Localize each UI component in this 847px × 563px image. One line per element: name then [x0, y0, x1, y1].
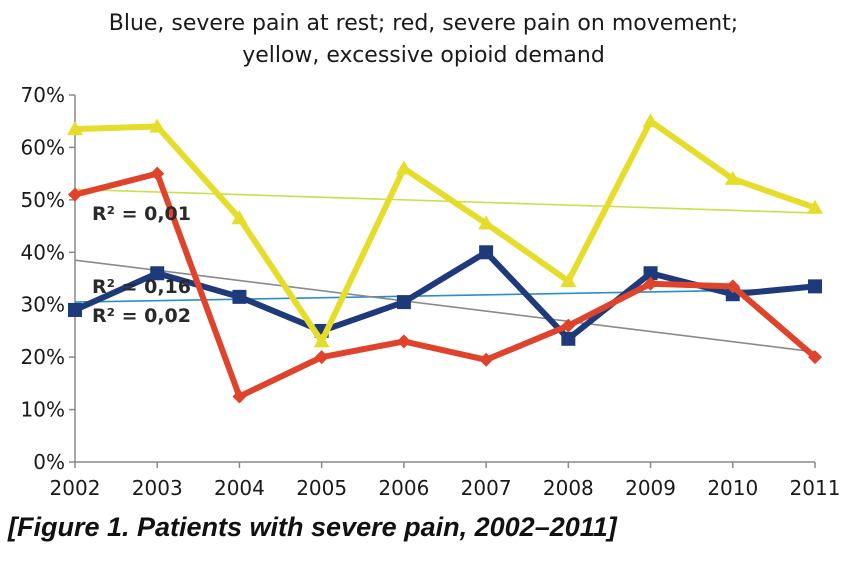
x-tick-label: 2002: [50, 476, 101, 500]
x-tick-label: 2011: [790, 476, 841, 500]
y-tick-label: 50%: [21, 188, 65, 212]
data-point-triangle: [478, 215, 495, 230]
chart-title-line-1: Blue, severe pain at rest; red, severe p…: [108, 11, 739, 36]
series-line: [72, 118, 818, 345]
data-point-square: [643, 266, 658, 281]
x-tick-label: 2004: [214, 476, 265, 500]
y-tick-label: 30%: [21, 293, 65, 317]
data-point-triangle: [642, 113, 659, 128]
data-point-triangle: [560, 273, 577, 288]
x-tick-label: 2010: [707, 476, 758, 500]
data-point-diamond: [68, 187, 82, 202]
data-point-triangle: [67, 121, 83, 136]
data-point-triangle: [724, 170, 741, 185]
data-point-square: [68, 302, 82, 317]
trendline: [74, 259, 816, 353]
data-point-triangle: [313, 333, 330, 348]
data-point-diamond: [643, 276, 658, 291]
x-tick-label: 2003: [132, 476, 183, 500]
chart-title: Blue, severe pain at rest; red, severe p…: [0, 8, 847, 72]
series-line: [72, 170, 818, 400]
x-tick-label: 2006: [378, 476, 429, 500]
data-point-square: [561, 331, 576, 346]
data-point-triangle: [395, 160, 412, 175]
data-point-square: [396, 295, 411, 310]
data-point-diamond: [314, 350, 329, 365]
x-tick-label: 2005: [296, 476, 347, 500]
chart-title-line-2: yellow, excessive opioid demand: [242, 43, 605, 68]
x-tick-label: 2008: [543, 476, 594, 500]
x-tick-label: 2007: [461, 476, 512, 500]
y-tick-label: 70%: [21, 83, 65, 107]
y-tick-label: 0%: [33, 450, 65, 474]
figure-caption: [Figure 1. Patients with severe pain, 20…: [8, 512, 617, 542]
r-squared-annotation: R² = 0,01: [92, 203, 191, 225]
data-point-square: [232, 289, 247, 304]
data-point-diamond: [561, 318, 576, 333]
y-tick-label: 10%: [21, 398, 65, 422]
data-point-square: [479, 245, 494, 260]
data-point-diamond: [232, 389, 247, 404]
data-point-diamond: [725, 279, 740, 294]
y-tick-label: 20%: [21, 345, 65, 369]
data-point-triangle: [231, 210, 248, 225]
x-tick-label: 2009: [625, 476, 676, 500]
data-point-diamond: [150, 166, 165, 181]
data-point-diamond: [808, 350, 822, 365]
r-squared-annotation: R² = 0,02: [92, 305, 191, 327]
trendline: [74, 288, 816, 303]
data-point-diamond: [479, 352, 494, 367]
y-tick-label: 40%: [21, 240, 65, 264]
data-point-diamond: [396, 334, 411, 349]
r-squared-annotation: R² = 0,16: [92, 276, 191, 298]
trendline: [74, 188, 816, 214]
y-tick-label: 60%: [21, 135, 65, 159]
data-point-triangle: [807, 199, 823, 214]
data-point-square: [808, 279, 822, 294]
data-point-square: [150, 266, 165, 281]
data-point-triangle: [149, 118, 166, 133]
